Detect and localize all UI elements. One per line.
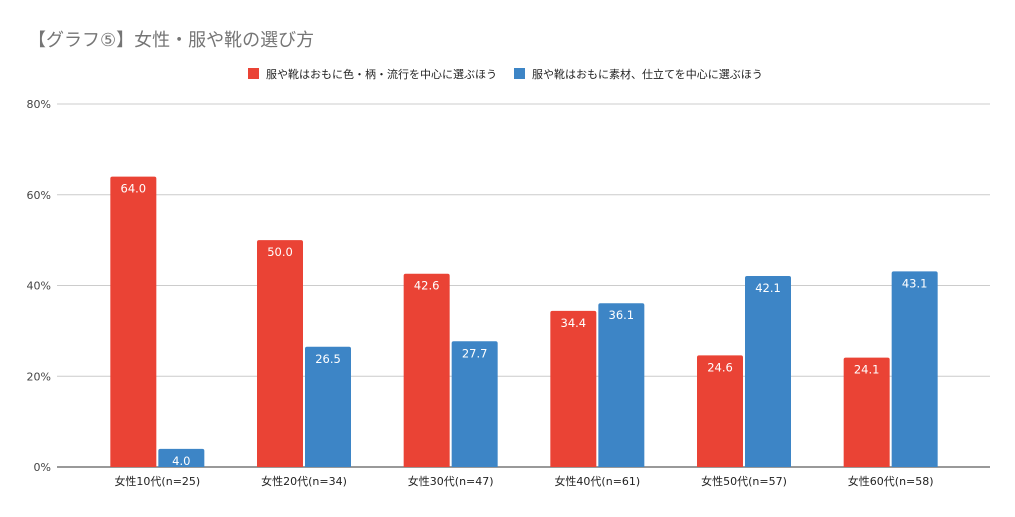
bar-color-pattern (403, 273, 450, 467)
data-label: 4.0 (172, 454, 190, 468)
bar-material (451, 341, 498, 467)
data-label: 27.7 (462, 346, 488, 360)
bar-material (891, 271, 938, 467)
data-label: 64.0 (121, 182, 147, 196)
gridlines: 0% 20% 40% 60% 80% (27, 98, 990, 474)
bars: 64.0 4.0 50.0 26.5 42.6 27.7 34.4 36.1 24.6 42.1 2… (110, 176, 938, 468)
bar-color-pattern (550, 310, 597, 467)
legend-label: 服や靴はおもに素材、仕立てを中心に選ぶほう (532, 67, 763, 81)
y-tick-label: 20% (27, 370, 51, 383)
y-tick-label: 80% (27, 98, 51, 111)
x-tick-label: 女性40代(n=61) (554, 474, 640, 488)
chart-title: 【グラフ⑤】女性・服や靴の選び方 (28, 30, 314, 51)
y-tick-label: 60% (27, 189, 51, 202)
x-tick-label: 女性50代(n=57) (701, 474, 787, 488)
legend-swatch (248, 68, 259, 79)
y-tick-label: 0% (34, 461, 51, 474)
data-label: 42.1 (755, 281, 781, 295)
bar-color-pattern (110, 176, 157, 467)
legend: 服や靴はおもに色・柄・流行を中心に選ぶほう 服や靴はおもに素材、仕立てを中心に選ぶ… (248, 67, 763, 81)
x-tick-label: 女性60代(n=58) (848, 474, 934, 488)
data-label: 24.6 (707, 360, 733, 374)
bar-color-pattern (843, 357, 890, 467)
x-tick-label: 女性20代(n=34) (261, 474, 347, 488)
data-label: 36.1 (609, 308, 635, 322)
bar-material (745, 275, 791, 467)
legend-swatch (514, 68, 525, 79)
data-label: 50.0 (267, 245, 293, 259)
legend-label: 服や靴はおもに色・柄・流行を中心に選ぶほう (266, 67, 497, 81)
bar-color-pattern (257, 240, 303, 467)
data-label: 26.5 (315, 352, 341, 366)
x-tick-label: 女性30代(n=47) (408, 474, 494, 488)
x-tick-label: 女性10代(n=25) (114, 474, 200, 488)
data-label: 34.4 (561, 316, 587, 330)
x-axis-labels: 女性10代(n=25) 女性20代(n=34) 女性30代(n=47) 女性40代(n… (114, 474, 933, 488)
bar-material (305, 346, 351, 467)
bar-color-pattern (697, 355, 743, 467)
bar-material (158, 448, 205, 467)
data-label: 43.1 (902, 276, 928, 290)
data-label: 24.1 (854, 363, 880, 377)
bar-material (598, 303, 645, 467)
data-label: 42.6 (414, 279, 440, 293)
y-tick-label: 40% (27, 280, 51, 293)
